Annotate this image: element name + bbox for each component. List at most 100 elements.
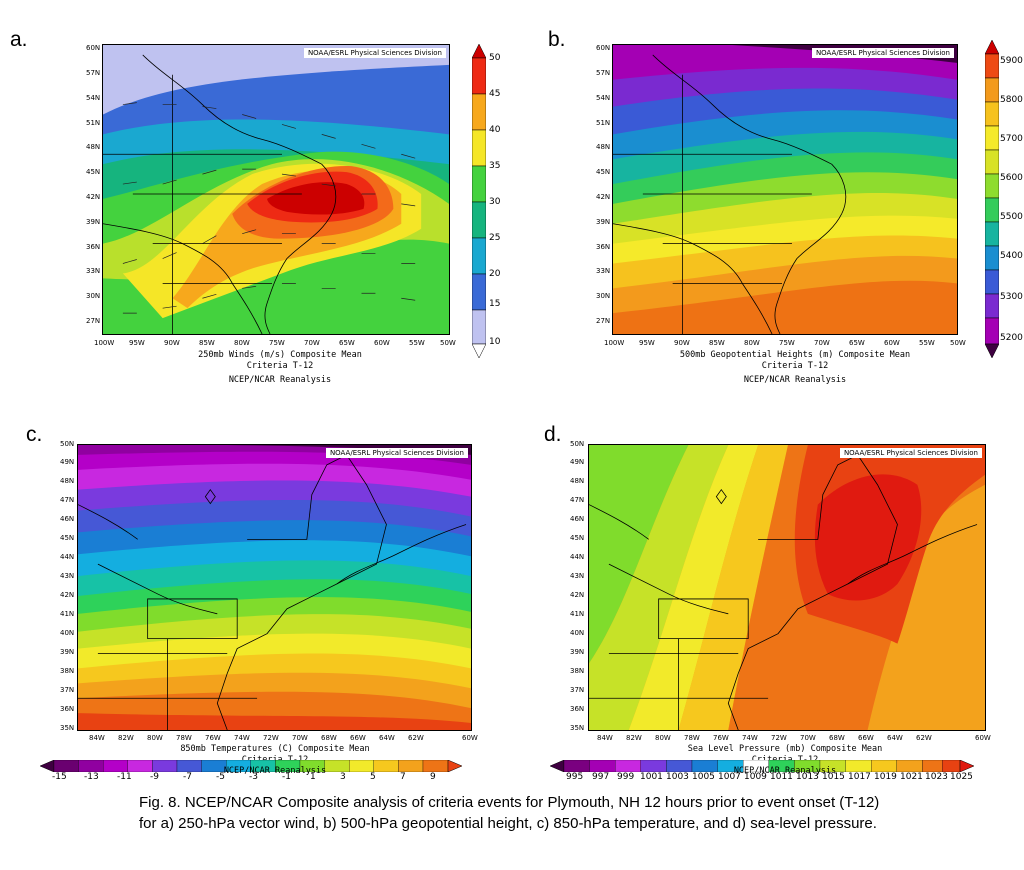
lat-tick: 45N [570,534,585,542]
colorbar-label: 5800 [1000,95,1023,105]
colorbar-label: 1017 [848,772,871,782]
lon-tick: 78W [684,734,700,742]
colorbar-label: 1 [310,772,316,782]
lon-tick: 50W [950,339,966,347]
colorbar-label: 1013 [796,772,819,782]
lat-tick: 36N [86,243,101,251]
lat-tick: 57N [596,69,611,77]
colorbar-label: 45 [489,89,501,99]
lon-tick: 60W [884,339,900,347]
lon-tick: 68W [829,734,845,742]
lat-tick: 44N [570,553,585,561]
lat-tick: 27N [596,317,611,325]
panel-d-source-label: NOAA/ESRL Physical Sciences Division [839,448,982,458]
lat-tick: 54N [86,94,101,102]
lat-tick: 44N [60,553,75,561]
lon-tick: 64W [887,734,903,742]
lon-tick: 76W [713,734,729,742]
lon-tick: 85W [199,339,215,347]
lat-tick: 46N [570,515,585,523]
colorbar-label: 1015 [822,772,845,782]
lat-tick: 49N [570,458,585,466]
colorbar-label: 5900 [1000,56,1023,66]
panel-a-letter: a. [10,28,28,51]
colorbar-label: 997 [592,772,610,782]
wind-vectors [122,102,416,314]
panel-c-map: NOAA/ESRL Physical Sciences Division [77,444,472,731]
colorbar-label: 1001 [640,772,663,782]
colorbar-label: -13 [84,772,99,782]
colorbar-label: -15 [52,772,67,782]
coastline-overlay [589,454,978,730]
colorbar-label: 1009 [744,772,767,782]
colorbar-label: 30 [489,197,501,207]
colorbar-label: 35 [489,161,501,171]
lat-tick: 39N [596,218,611,226]
lon-tick: 80W [234,339,250,347]
lat-tick: 48N [596,143,611,151]
coastline-overlay [613,54,847,334]
colorbar-label: 3 [340,772,346,782]
panel-d-credit: NCEP/NCAR Reanalysis [733,766,837,776]
lat-tick: 33N [86,267,101,275]
lon-tick: 75W [269,339,285,347]
lat-tick: 35N [570,724,585,732]
colorbar-label: -1 [282,772,291,782]
lat-tick: 43N [60,572,75,580]
lon-tick: 80W [147,734,163,742]
lat-tick: 33N [596,267,611,275]
lon-tick: 55W [919,339,935,347]
lat-tick: 36N [596,243,611,251]
lon-tick: 55W [409,339,425,347]
colorbar-label: 1025 [950,772,973,782]
lon-tick: 70W [814,339,830,347]
lon-tick: 95W [129,339,145,347]
panel-b-credit: NCEP/NCAR Reanalysis [743,375,847,385]
colorbar-label: 1011 [770,772,793,782]
lat-tick: 30N [596,292,611,300]
colorbar-label: 1019 [874,772,897,782]
lat-tick: 42N [60,591,75,599]
colorbar-label: 40 [489,125,501,135]
lat-tick: 57N [86,69,101,77]
lat-tick: 39N [86,218,101,226]
panel-b-subtitle: Criteria T-12 [761,361,829,371]
lon-tick: 62W [408,734,424,742]
lat-tick: 43N [570,572,585,580]
lat-tick: 30N [86,292,101,300]
lon-tick: 95W [639,339,655,347]
coastline-overlay [103,54,337,334]
colorbar-label: 1023 [925,772,948,782]
panel-a-subtitle: Criteria T-12 [246,361,314,371]
panel-b-map: NOAA/ESRL Physical Sciences Division [612,44,958,335]
lon-tick: 82W [626,734,642,742]
pressure-field-svg [589,445,985,730]
lat-tick: 51N [596,119,611,127]
colorbar-label: 1005 [692,772,715,782]
colorbar-label: 5200 [1000,333,1023,343]
lat-tick: 36N [570,705,585,713]
lat-tick: 42N [570,591,585,599]
lon-tick: 60W [462,734,478,742]
panel-c-letter: c. [26,423,43,446]
panel-b-colorbar [985,40,999,358]
colorbar-label: 9 [430,772,436,782]
lat-tick: 50N [60,440,75,448]
lon-tick: 70W [304,339,320,347]
lat-tick: 47N [60,496,75,504]
colorbar-label: 10 [489,337,501,347]
lon-tick: 70W [292,734,308,742]
colorbar-label: 5 [370,772,376,782]
lon-tick: 64W [379,734,395,742]
colorbar-label: 7 [400,772,406,782]
colorbar-label: 5600 [1000,173,1023,183]
lon-tick: 84W [597,734,613,742]
lon-tick: 78W [176,734,192,742]
lat-tick: 41N [60,610,75,618]
panel-d-colorbar [550,760,974,772]
colorbar-label: 5500 [1000,212,1023,222]
colorbar-label: 999 [617,772,635,782]
lat-tick: 40N [570,629,585,637]
lat-tick: 50N [570,440,585,448]
lon-tick: 84W [89,734,105,742]
